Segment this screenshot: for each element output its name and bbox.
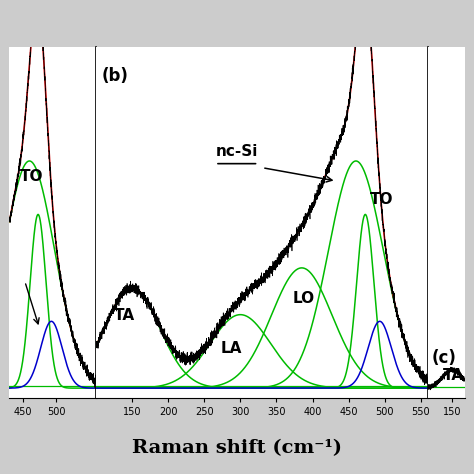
Text: nc-Si: nc-Si (216, 144, 258, 159)
Text: Raman shift (cm⁻¹): Raman shift (cm⁻¹) (132, 439, 342, 457)
Text: TA: TA (443, 368, 464, 383)
Text: TO: TO (19, 169, 43, 184)
Text: (c): (c) (432, 349, 457, 367)
Text: TA: TA (114, 308, 135, 323)
Text: LA: LA (220, 341, 242, 356)
Text: LO: LO (292, 291, 314, 306)
Text: TO: TO (370, 192, 394, 208)
Text: (b): (b) (102, 67, 128, 85)
